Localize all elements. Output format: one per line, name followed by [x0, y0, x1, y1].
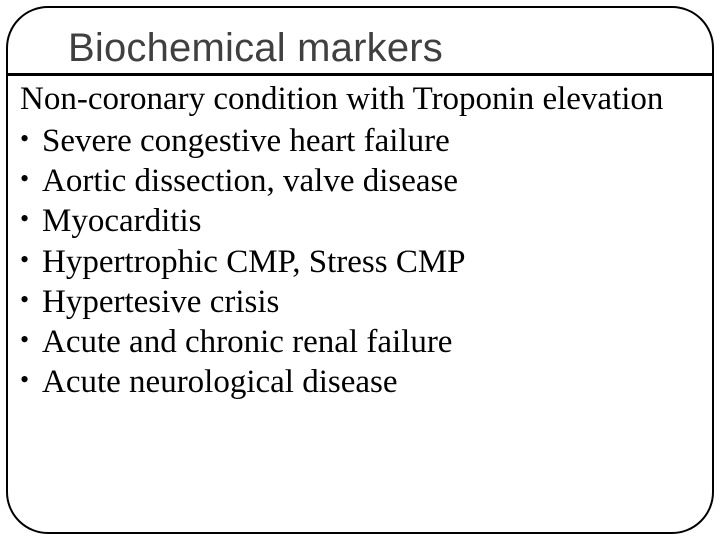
list-item: Acute and chronic renal failure: [20, 322, 702, 362]
list-item: Myocarditis: [20, 201, 702, 241]
list-item: Hypertesive crisis: [20, 282, 702, 322]
list-item: Hypertrophic CMP, Stress CMP: [20, 242, 702, 282]
bullet-list: Severe congestive heart failure Aortic d…: [20, 121, 702, 403]
list-item: Aortic dissection, valve disease: [20, 161, 702, 201]
list-item: Acute neurological disease: [20, 362, 702, 402]
slide-title: Biochemical markers: [68, 26, 702, 71]
slide-subtitle: Non-coronary condition with Troponin ele…: [20, 80, 702, 119]
list-item: Severe congestive heart failure: [20, 121, 702, 161]
slide-frame: Biochemical markers Non-coronary conditi…: [6, 6, 714, 534]
title-underline: [8, 73, 712, 76]
